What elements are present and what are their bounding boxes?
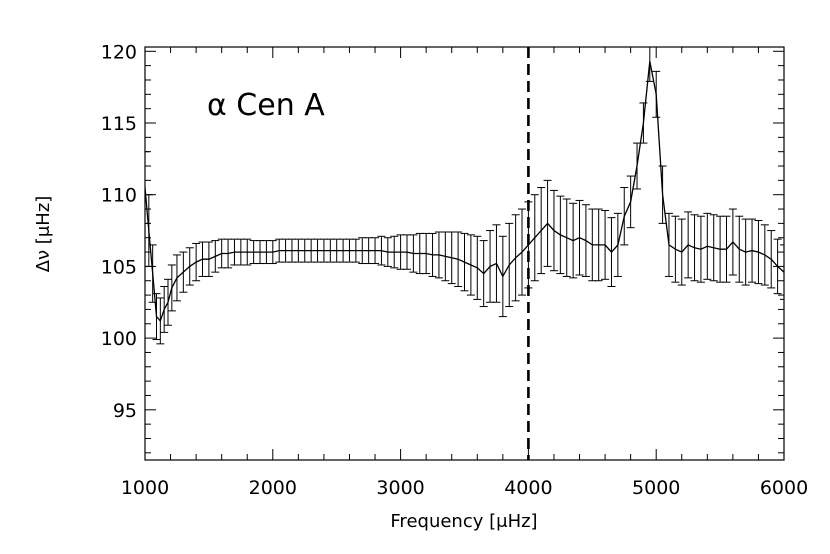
y-axis-title: Δν [μHz] bbox=[33, 196, 54, 273]
star-annotation: α Cen A bbox=[207, 88, 325, 123]
data-line bbox=[145, 61, 784, 323]
x-tick-label: 1000 bbox=[121, 477, 169, 499]
x-tick-label: 6000 bbox=[760, 477, 808, 499]
y-tick-label: 120 bbox=[101, 41, 137, 63]
y-tick-label: 105 bbox=[101, 256, 137, 278]
x-tick-label: 3000 bbox=[376, 477, 424, 499]
error-bar bbox=[780, 244, 784, 300]
y-tick-label: 115 bbox=[101, 113, 137, 135]
error-bars bbox=[145, 47, 784, 345]
tick-labels: 1000 2000 3000 4000 5000 6000 95 100 105 110 115 12… bbox=[101, 41, 808, 499]
axis-ticks bbox=[144, 47, 785, 460]
y-tick-label: 100 bbox=[101, 328, 137, 350]
x-tick-label: 4000 bbox=[504, 477, 552, 499]
x-axis-title: Frequency [μHz] bbox=[390, 511, 537, 532]
y-tick-label: 110 bbox=[101, 185, 137, 207]
x-tick-label: 2000 bbox=[249, 477, 297, 499]
y-tick-label: 95 bbox=[113, 400, 137, 422]
data-line-group bbox=[145, 61, 784, 323]
x-tick-label: 5000 bbox=[632, 477, 680, 499]
